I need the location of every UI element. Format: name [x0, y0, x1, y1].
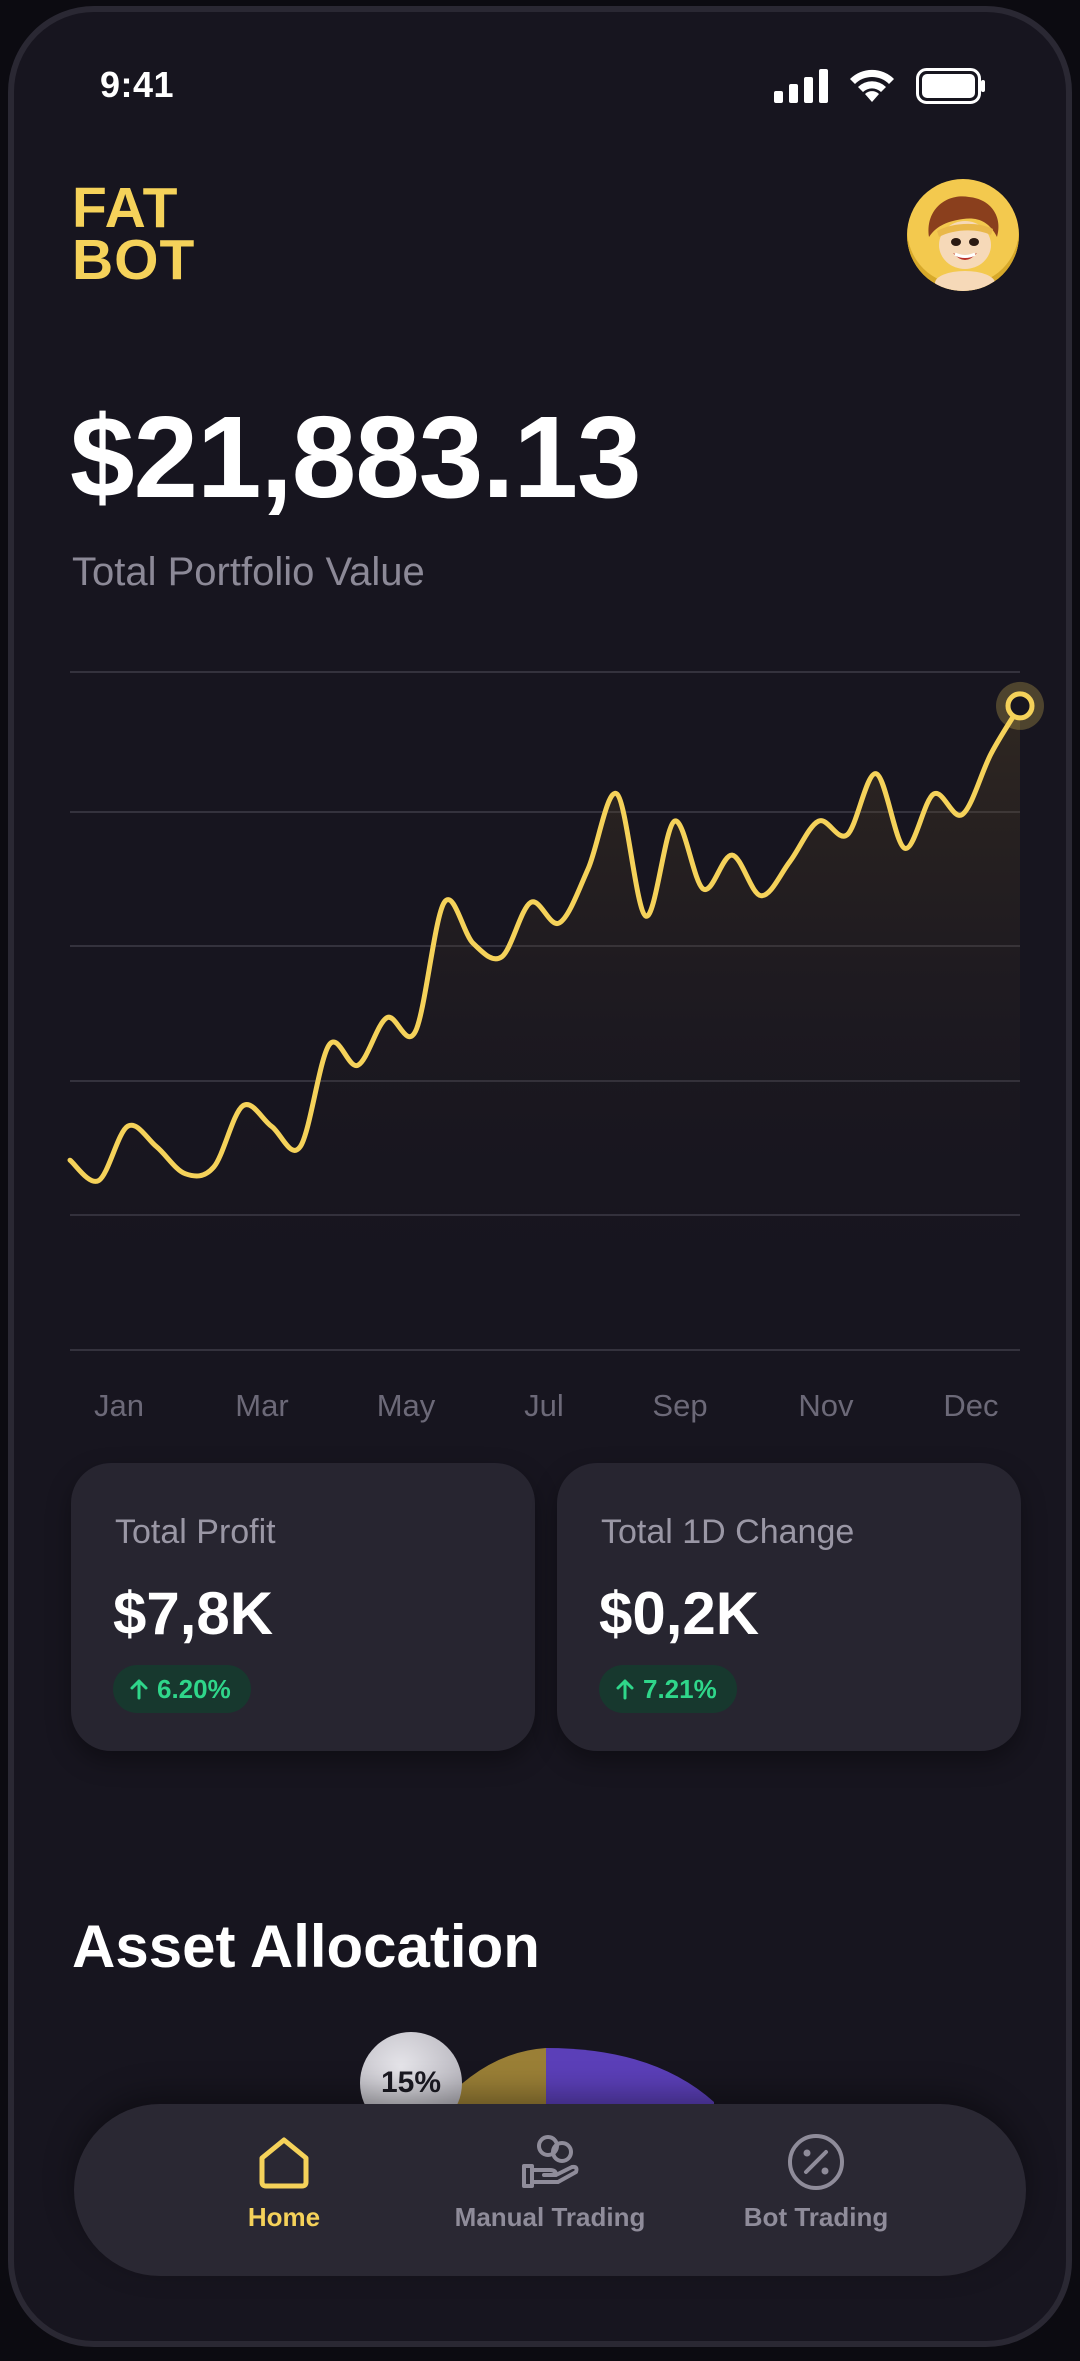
profile-avatar[interactable]: [907, 179, 1019, 291]
chart-x-tick-label: May: [377, 1388, 436, 1423]
status-icons: [774, 68, 986, 104]
arrow-up-icon: [616, 1679, 634, 1700]
chart-area-fill: [70, 705, 1020, 1302]
mascot-avatar-icon: [928, 196, 999, 291]
chart-x-axis-labels: Jan Mar May Jul Sep Nov Dec: [94, 1388, 999, 1423]
arrow-up-icon: [130, 1679, 148, 1700]
cellular-signal-icon: [774, 69, 828, 103]
chart-point-dot[interactable]: [1005, 691, 1035, 721]
app-logo[interactable]: FAT BOT: [72, 176, 196, 292]
wifi-icon: [850, 69, 894, 102]
nav-bot-trading[interactable]: Bot Trading: [696, 2132, 936, 2233]
percent-circle-icon: [788, 2134, 844, 2190]
nav-manual-trading-label: Manual Trading: [454, 2202, 646, 2232]
nav-bot-trading-label: Bot Trading: [743, 2202, 889, 2232]
nav-home[interactable]: Home: [164, 2132, 404, 2233]
nav-home-label: Home: [247, 2202, 321, 2232]
bottom-navigation: Home Manual Trading Bot Trading: [74, 2104, 1026, 2276]
portfolio-total-value: $21,883.13: [70, 392, 642, 522]
total-profit-title: Total Profit: [115, 1513, 276, 1551]
total-profit-change-badge: 6.20%: [113, 1665, 251, 1713]
battery-icon: [916, 68, 985, 104]
logo-line-bot: BOT: [72, 228, 196, 292]
app-screen: 9:41 FAT BOT: [8, 6, 1072, 2347]
chart-x-tick-label: Dec: [943, 1388, 998, 1423]
chart-series-line: [67, 703, 1023, 1184]
asset-allocation-donut[interactable]: [14, 12, 1072, 2347]
chart-x-tick-label: Nov: [798, 1388, 854, 1423]
total-profit-change-value: 6.20%: [157, 1673, 231, 1704]
total-1d-change-value: $0,2K: [599, 1580, 760, 1647]
total-profit-card[interactable]: Total Profit $7,8K 6.20%: [71, 1463, 535, 1751]
home-icon: [259, 2137, 309, 2189]
allocation-segment-gold[interactable]: [434, 2048, 546, 2112]
portfolio-line-chart[interactable]: Jan Mar May Jul Sep Nov Dec: [14, 12, 1072, 1462]
total-1d-change-card[interactable]: Total 1D Change $0,2K 7.21%: [557, 1463, 1021, 1751]
asset-allocation-title: Asset Allocation: [72, 1913, 540, 1980]
total-profit-value: $7,8K: [113, 1580, 274, 1647]
allocation-segment-purple[interactable]: [546, 2048, 714, 2112]
chart-current-point[interactable]: [996, 681, 1044, 730]
portfolio-total-label: Total Portfolio Value: [72, 550, 425, 594]
chart-x-tick-label: Jan: [94, 1388, 144, 1423]
logo-line-fat: FAT: [72, 176, 179, 240]
chart-x-tick-label: Jul: [524, 1388, 564, 1423]
total-1d-change-percent: 7.21%: [643, 1673, 717, 1704]
nav-manual-trading[interactable]: Manual Trading: [430, 2132, 670, 2233]
total-1d-change-title: Total 1D Change: [601, 1513, 855, 1551]
chart-x-tick-label: Mar: [235, 1388, 288, 1423]
chart-x-tick-label: Sep: [652, 1388, 707, 1423]
hand-coins-icon: [522, 2135, 579, 2188]
status-time: 9:41: [100, 64, 175, 105]
total-1d-change-badge: 7.21%: [599, 1665, 737, 1713]
